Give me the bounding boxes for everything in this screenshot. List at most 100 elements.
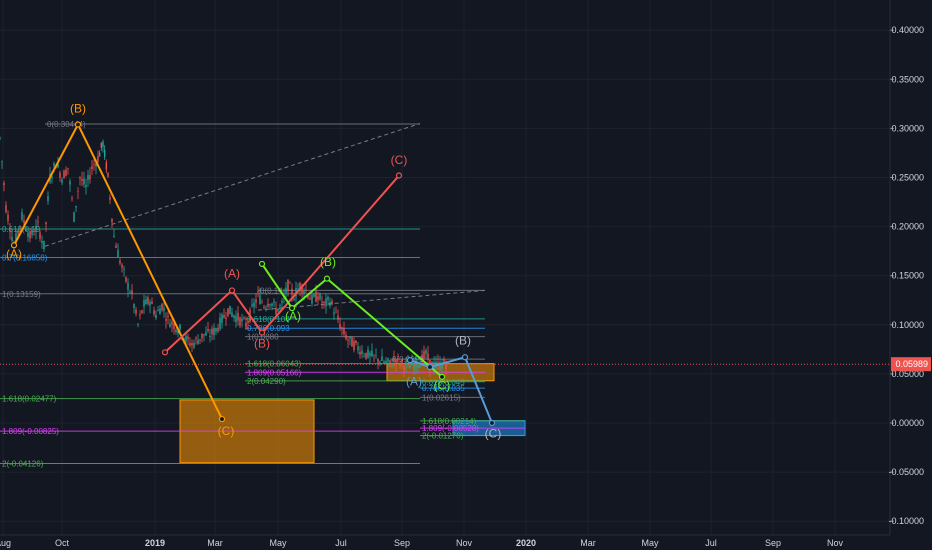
candle-body <box>257 291 259 293</box>
candle-body <box>205 332 207 336</box>
wave-node <box>161 349 169 356</box>
candle-body <box>195 337 197 339</box>
candle-body <box>79 177 81 179</box>
candle-body <box>445 364 447 370</box>
candle-body <box>0 137 1 139</box>
wave-labels: (A) (B) (C) (A) (B) (C) (A) (B) (C) (A) (B) (C) <box>6 102 501 441</box>
candle-body <box>19 225 21 227</box>
current-price-tag-bg <box>891 357 931 372</box>
price-axis[interactable]: 0.40000 0.35000 0.30000 0.25000 0.20000 0.150… <box>888 25 924 526</box>
candle-body <box>329 302 331 306</box>
time-tick-label: Sep <box>765 538 781 548</box>
wave-node <box>218 415 226 423</box>
candle-body <box>393 358 395 361</box>
candle-body <box>395 359 397 365</box>
candle-body <box>217 327 219 332</box>
candle-body <box>347 339 349 341</box>
candle-body <box>53 163 55 166</box>
wave-node <box>395 172 403 179</box>
candle-body <box>373 354 375 356</box>
candle-body <box>25 229 27 231</box>
wave-lines <box>10 121 496 427</box>
candle-body <box>245 322 247 328</box>
candle-body <box>89 174 91 180</box>
candle-body <box>153 310 155 315</box>
price-tick-label: 0.40000 <box>891 25 924 35</box>
candle-body <box>123 268 125 270</box>
candle-body <box>299 282 301 290</box>
candle-body <box>39 232 41 239</box>
fib-level-label: 0(0.30444) <box>47 120 86 129</box>
candle-body <box>81 178 83 181</box>
wave-node <box>461 354 469 361</box>
wave-label: (A) <box>285 309 301 323</box>
wave-node <box>426 363 434 371</box>
candle-body <box>77 191 79 193</box>
wave-label: (C) <box>391 153 408 167</box>
time-tick-label: 2019 <box>145 538 165 548</box>
candle-body <box>389 360 391 363</box>
candle-body <box>441 363 443 369</box>
candle-body <box>109 197 111 201</box>
candle-body <box>391 365 393 367</box>
candle-body <box>113 235 115 237</box>
wave-node <box>488 419 496 427</box>
candle-body <box>35 225 37 232</box>
candle-body <box>223 315 225 318</box>
price-series <box>0 136 890 378</box>
candle-body <box>23 220 25 223</box>
candle-body <box>443 359 445 365</box>
candle-body <box>351 337 353 347</box>
candle-body <box>65 169 67 176</box>
candle-body <box>423 351 425 359</box>
candle-body <box>57 163 59 168</box>
candle-body <box>259 295 261 304</box>
dashed-trend-line <box>257 289 486 311</box>
trend-lines <box>44 123 486 311</box>
wave-node <box>258 329 266 336</box>
candle-body <box>387 358 389 362</box>
fib-level-label: 0(0.14 <box>260 286 283 295</box>
candle-body <box>243 317 245 319</box>
fib-level-label: 1.809(-0.00825) <box>2 427 59 436</box>
candle-body <box>327 296 329 300</box>
candle-body <box>95 162 97 167</box>
candle-body <box>439 361 441 370</box>
wave-label: (B) <box>254 336 270 350</box>
candle-body <box>5 205 7 212</box>
time-tick-label: Mar <box>580 538 596 548</box>
wave-label: (C) <box>434 379 451 393</box>
candle-body <box>405 361 407 366</box>
candle-body <box>173 323 175 330</box>
candle-body <box>177 330 179 334</box>
fib-level-label: 1.809(-0.00528) <box>422 424 479 433</box>
candle-body <box>98 152 101 157</box>
wave-label: (A) <box>6 247 22 261</box>
time-axis[interactable]: Aug Oct 2019 Mar May Jul Sep Nov 2020 Mar May Jul Se… <box>0 538 843 548</box>
time-tick-label: Mar <box>207 538 223 548</box>
candle-body <box>247 321 249 323</box>
dashed-trend-line <box>44 123 421 247</box>
candle-body <box>365 352 367 359</box>
wave-node <box>323 275 331 282</box>
candle-body <box>121 264 123 268</box>
candle-body <box>307 296 309 299</box>
candle-body <box>335 311 337 313</box>
time-tick-label: Jul <box>705 538 717 548</box>
candle-body <box>149 301 151 306</box>
time-tick-label: Oct <box>55 538 70 548</box>
candle-body <box>87 174 89 181</box>
candle-body <box>47 196 49 201</box>
candle-body <box>385 360 387 364</box>
time-tick-label: Nov <box>827 538 844 548</box>
candle-body <box>59 172 61 178</box>
wave-label: (C) <box>485 427 502 441</box>
candle-body <box>289 283 291 284</box>
candle-body <box>107 172 109 177</box>
candle-body <box>371 350 373 357</box>
candle-body <box>341 327 343 330</box>
candle-body <box>309 298 311 300</box>
fib-level-label: 1.618(0.06043) <box>247 360 302 369</box>
